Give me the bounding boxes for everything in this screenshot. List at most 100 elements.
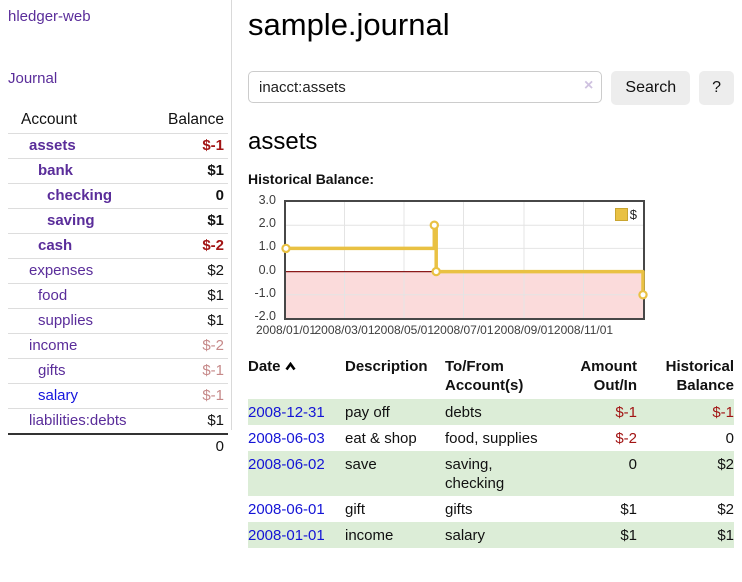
sidebar: hledger-web Journal Account Balance asse… <box>0 0 232 459</box>
account-balance: $2 <box>154 258 228 284</box>
account-row: bank $1 <box>8 158 228 184</box>
account-balance: $1 <box>154 308 228 334</box>
transaction-amount: $1 <box>620 527 637 544</box>
transaction-description: pay off <box>345 404 390 421</box>
accounts-col-balance: Balance <box>167 111 224 128</box>
account-row: expenses $2 <box>8 258 228 284</box>
account-link-income[interactable]: income <box>29 337 78 354</box>
nav-journal-link[interactable]: Journal <box>8 70 58 87</box>
transaction-accounts: food, supplies <box>445 430 538 447</box>
account-row: salary $-1 <box>8 383 228 409</box>
y-tick: -1.0 <box>254 286 276 300</box>
transaction-accounts: salary <box>445 527 486 544</box>
plot-canvas <box>281 202 648 318</box>
transaction-date-link[interactable]: 2008-01-01 <box>248 527 325 544</box>
register-row: 2008-01-01 income salary $1 $1 <box>248 522 734 548</box>
accounts-total-value: 0 <box>154 433 228 459</box>
transaction-balance: $2 <box>717 456 734 473</box>
register-col-date[interactable]: Date <box>248 355 345 399</box>
y-tick: 0.0 <box>258 263 276 277</box>
account-link-expenses[interactable]: expenses <box>29 262 94 279</box>
register-col-accounts: To/From Account(s) <box>445 358 524 394</box>
transaction-amount: $1 <box>620 501 637 518</box>
account-balance: $-2 <box>154 233 228 259</box>
clear-search-icon[interactable]: × <box>584 77 594 94</box>
y-tick: 1.0 <box>258 239 276 253</box>
register-col-description: Description <box>345 358 428 375</box>
account-balance: $-1 <box>154 133 228 159</box>
search-button[interactable]: Search <box>611 71 691 105</box>
account-balance: $-1 <box>154 383 228 409</box>
transaction-date-link[interactable]: 2008-12-31 <box>248 404 325 421</box>
account-link-salary[interactable]: salary <box>38 387 79 404</box>
search-form: × Search ? <box>248 71 734 105</box>
account-row: cash $-2 <box>8 233 228 259</box>
account-row: checking 0 <box>8 183 228 209</box>
account-balance: 0 <box>154 183 228 209</box>
account-row: liabilities:debts $1 <box>8 408 228 434</box>
main-content: sample.journal × Search ? assets Histori… <box>248 0 734 548</box>
account-link-saving[interactable]: saving <box>47 212 95 229</box>
transaction-amount: 0 <box>628 456 637 473</box>
transaction-description: gift <box>345 501 366 518</box>
account-row: food $1 <box>8 283 228 309</box>
transaction-date-link[interactable]: 2008-06-03 <box>248 430 325 447</box>
legend-label: $ <box>629 207 637 222</box>
x-tick: 2008/03/01 <box>314 323 375 337</box>
transaction-description: save <box>345 456 377 473</box>
help-button[interactable]: ? <box>699 71 734 105</box>
account-link-liabilities-debts[interactable]: liabilities:debts <box>29 412 127 429</box>
account-balance: $1 <box>154 158 228 184</box>
account-link-gifts[interactable]: gifts <box>38 362 66 379</box>
y-tick: 3.0 <box>258 193 276 207</box>
register-row: 2008-06-03 eat & shop food, supplies $-2… <box>248 425 734 451</box>
transaction-balance: 0 <box>725 430 734 447</box>
chart-legend: $ <box>612 206 639 223</box>
sort-ascending-icon <box>284 357 296 376</box>
account-balance: $1 <box>154 283 228 309</box>
transaction-description: eat & shop <box>345 430 417 447</box>
page-title: sample.journal <box>248 7 450 42</box>
x-tick: 2008/01/01 <box>255 323 317 337</box>
plot-area: $ <box>281 200 648 320</box>
account-link-supplies[interactable]: supplies <box>38 312 94 329</box>
transaction-date-link[interactable]: 2008-06-02 <box>248 456 325 473</box>
brand-link[interactable]: hledger-web <box>8 8 91 25</box>
transaction-accounts: debts <box>445 404 482 421</box>
x-tick: 2008/05/01 <box>373 323 435 337</box>
y-tick: 2.0 <box>258 216 276 230</box>
search-input[interactable] <box>248 71 603 103</box>
x-tick: 2008/11/01 <box>553 323 614 337</box>
transaction-amount: $-1 <box>615 404 637 421</box>
x-tick: 2008/07/01 <box>433 323 494 337</box>
transaction-date-link[interactable]: 2008-06-01 <box>248 501 325 518</box>
register-table: Date Description To/From Account(s) Amou… <box>248 355 734 548</box>
register-col-amount: Amount Out/In <box>580 358 637 394</box>
x-tick: 2008/09/01 <box>493 323 555 337</box>
account-heading: assets <box>248 128 318 155</box>
transaction-balance: $2 <box>717 501 734 518</box>
account-link-cash[interactable]: cash <box>38 237 73 254</box>
chart-heading: Historical Balance: <box>248 171 375 187</box>
account-balance: $1 <box>154 208 228 234</box>
transaction-balance: $-1 <box>712 404 734 421</box>
account-row: supplies $1 <box>8 308 228 334</box>
account-link-checking[interactable]: checking <box>47 187 113 204</box>
transaction-amount: $-2 <box>615 430 637 447</box>
account-link-assets[interactable]: assets <box>29 137 76 154</box>
legend-swatch-icon <box>614 208 628 221</box>
register-row: 2008-06-02 save saving, checking 0 $2 <box>248 451 734 496</box>
historical-balance-chart: 3.0 2.0 1.0 0.0 -1.0 -2.0 <box>248 193 734 338</box>
account-row: gifts $-1 <box>8 358 228 384</box>
transaction-accounts: saving, checking <box>445 456 505 492</box>
account-balance: $-1 <box>154 358 228 384</box>
account-row: assets $-1 <box>8 133 228 159</box>
account-link-food[interactable]: food <box>38 287 68 304</box>
account-link-bank[interactable]: bank <box>38 162 74 179</box>
transaction-balance: $1 <box>717 527 734 544</box>
accounts-col-account: Account <box>21 111 78 128</box>
account-balance: $-2 <box>154 333 228 359</box>
accounts-total-row: 0 <box>8 433 228 459</box>
account-balance: $1 <box>154 408 228 434</box>
